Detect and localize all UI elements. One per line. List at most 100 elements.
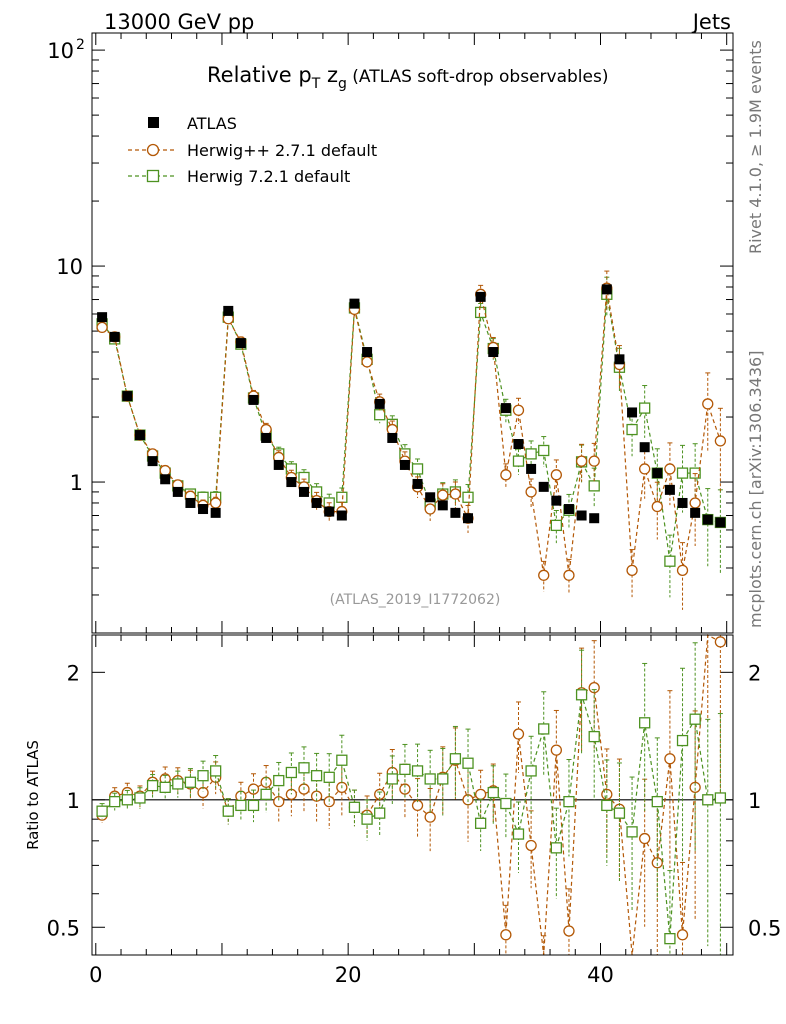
data-point-atlas: [273, 459, 284, 470]
data-point-ratio: [676, 929, 689, 941]
data-point-ratio: [575, 689, 588, 701]
data-point-atlas: [412, 478, 423, 489]
data-point-main: [626, 564, 638, 577]
data-point-atlas: [160, 474, 171, 485]
data-point-ratio: [639, 717, 651, 729]
data-point-main: [336, 491, 348, 503]
data-point-ratio: [146, 779, 159, 792]
title-mid: z: [320, 63, 338, 87]
data-point-main: [714, 435, 727, 447]
data-point-atlas: [147, 456, 158, 467]
data-point-ratio: [689, 713, 701, 725]
data-point-ratio: [172, 778, 184, 790]
legend-label-atlas: ATLAS: [187, 114, 237, 133]
y-tick-label-ratio: 2: [67, 661, 80, 685]
data-point-ratio: [247, 799, 260, 812]
data-point-atlas: [715, 517, 726, 528]
data-point-ratio: [512, 728, 525, 740]
data-point-ratio: [474, 817, 487, 829]
data-point-main: [361, 356, 373, 368]
x-tick-label: 0: [89, 963, 102, 987]
legend-entry-herwig7: Herwig 7.2.1 default: [128, 167, 350, 186]
data-point-ratio: [323, 771, 335, 783]
main-plot-frame: [91, 32, 734, 634]
data-point-atlas: [298, 486, 309, 497]
data-point-ratio: [247, 783, 260, 795]
data-point-atlas: [488, 347, 499, 358]
data-point-ratio: [386, 773, 398, 785]
side-label-bottom: mcplots.cern.ch [arXiv:1306.3436]: [746, 351, 765, 628]
data-point-main: [96, 321, 108, 334]
data-point-ratio: [525, 765, 537, 777]
data-point-ratio: [538, 723, 550, 735]
data-point-atlas: [639, 442, 650, 453]
data-point-ratio: [197, 770, 209, 782]
data-point-ratio: [159, 781, 171, 793]
data-point-ratio: [424, 811, 436, 823]
data-point-ratio: [260, 788, 272, 801]
data-point-atlas: [526, 463, 537, 474]
data-point-main: [664, 555, 676, 567]
data-point-atlas: [336, 510, 347, 521]
data-point-ratio: [310, 770, 323, 782]
data-point-ratio: [449, 753, 462, 765]
data-point-atlas: [286, 477, 297, 488]
data-point-ratio: [588, 730, 600, 743]
data-point-main: [437, 489, 449, 501]
data-point-main: [512, 404, 525, 416]
data-point-atlas: [551, 495, 562, 506]
data-point-atlas: [614, 354, 625, 365]
data-point-atlas: [374, 398, 385, 409]
data-point-main: [588, 455, 600, 467]
data-point-ratio: [714, 636, 727, 648]
data-point-atlas: [475, 291, 486, 302]
data-point-ratio: [613, 807, 626, 819]
y-tick-label-ratio-right: 2: [748, 661, 761, 685]
analysis-id: (ATLAS_2019_I1772062): [330, 592, 501, 608]
data-point-ratio: [411, 765, 424, 777]
data-point-atlas: [210, 507, 221, 518]
data-point-ratio: [689, 781, 701, 793]
data-point-main: [500, 469, 512, 481]
data-point-ratio: [134, 792, 146, 804]
data-point-ratio: [500, 797, 512, 810]
title-main: Relative p: [207, 63, 312, 87]
data-point-ratio: [500, 929, 512, 941]
data-point-ratio: [487, 786, 499, 799]
data-point-ratio: [664, 753, 676, 765]
data-point-main: [676, 467, 689, 479]
data-point-atlas: [664, 484, 675, 495]
data-point-ratio: [210, 765, 222, 777]
data-point-main: [676, 564, 689, 577]
data-point-main: [575, 455, 588, 467]
side-label-top: Rivet 4.1.0, ≥ 1.9M events: [746, 40, 765, 254]
data-point-ratio: [550, 744, 562, 756]
data-point-ratio: [121, 794, 133, 806]
data-point-atlas: [702, 514, 713, 525]
x-tick-label: 20: [335, 963, 362, 987]
data-point-main: [538, 569, 550, 581]
data-point-ratio: [626, 826, 638, 838]
data-point-atlas: [349, 298, 360, 309]
y-tick-label-main: 1: [70, 471, 83, 495]
data-point-ratio: [348, 801, 361, 813]
title-sub2: g: [338, 76, 347, 92]
data-point-atlas: [122, 391, 133, 402]
data-point-atlas: [652, 468, 663, 479]
data-point-main: [689, 497, 701, 509]
data-point-atlas: [134, 430, 145, 441]
legend-label-herwigpp: Herwig++ 2.7.1 default: [187, 141, 377, 160]
data-point-main: [588, 480, 600, 492]
data-point-atlas: [450, 507, 461, 518]
chart-title: Relative pT zg (ATLAS soft-drop observab…: [207, 63, 608, 92]
ratio-plot-frame: [91, 634, 734, 956]
data-point-ratio: [550, 842, 562, 854]
data-point-atlas: [261, 432, 272, 443]
series-line-1: [101, 288, 721, 576]
data-point-atlas: [172, 486, 183, 497]
data-point-atlas: [387, 432, 398, 443]
data-point-atlas: [690, 507, 701, 518]
data-point-main: [702, 398, 714, 410]
data-point-ratio: [374, 807, 386, 819]
